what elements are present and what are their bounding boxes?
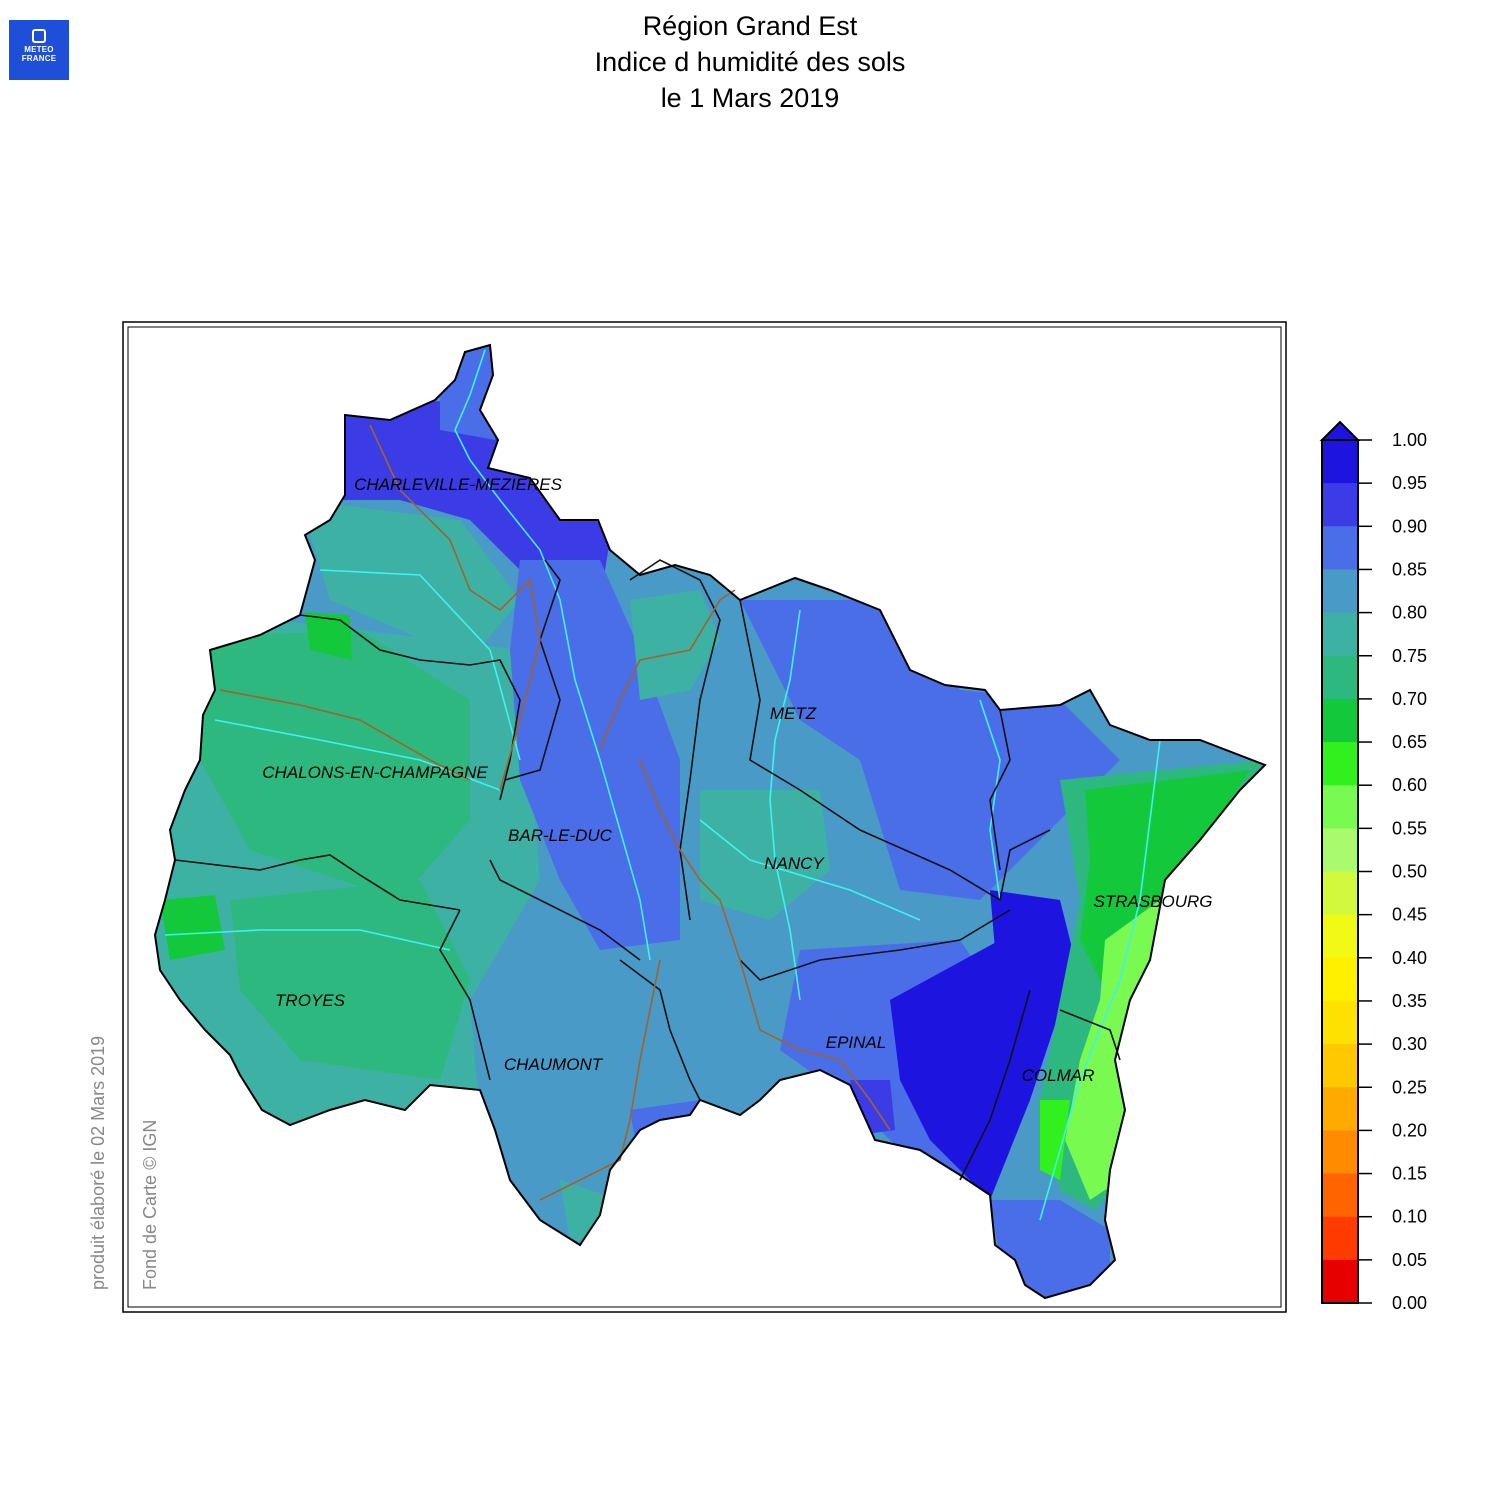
colorbar-segment: [1322, 742, 1358, 786]
city-label-metz: METZ: [770, 704, 817, 723]
colorbar-tick-label: 0.15: [1392, 1164, 1427, 1184]
colorbar-segment: [1322, 1000, 1358, 1045]
department-borders: [174, 559, 1121, 1181]
colorbar-tick-label: 0.65: [1392, 732, 1427, 752]
colorbar-tick-label: 0.45: [1392, 905, 1427, 925]
colorbar-tick-label: 0.30: [1392, 1034, 1427, 1054]
colorbar-tick-label: 0.50: [1392, 862, 1427, 882]
city-label-chaumont: CHAUMONT: [504, 1055, 604, 1074]
colorbar-tick-label: 1.00: [1392, 430, 1427, 450]
colorbar-segment: [1322, 1130, 1358, 1175]
title-date: le 1 Mars 2019: [660, 83, 840, 113]
colorbar-tick-label: 0.70: [1392, 689, 1427, 709]
plot-frame: [122, 321, 1287, 1313]
colorbar-segment: [1322, 914, 1358, 959]
logo-text-line1: METEO: [24, 45, 54, 54]
colorbar-tick-label: 0.05: [1392, 1250, 1427, 1270]
colorbar-tick-label: 0.00: [1392, 1293, 1427, 1313]
colorbar-segment: [1322, 1044, 1358, 1088]
colorbar-segment: [1322, 1216, 1358, 1261]
city-label-bar-le-duc: BAR-LE-DUC: [508, 826, 613, 845]
city-label-troyes: TROYES: [275, 991, 346, 1010]
colorbar-tick-label: 0.85: [1392, 559, 1427, 579]
region-outline: [153, 343, 1267, 1300]
colorbar-segment: [1322, 526, 1358, 570]
title-variable: Indice d humidité des sols: [594, 47, 906, 77]
city-label-charleville-mezieres: CHARLEVILLE-MEZIERES: [354, 475, 562, 494]
basemap-credit: Fond de Carte © IGN: [140, 1119, 160, 1290]
former-region-borders: [219, 424, 891, 1201]
logo-icon: [32, 29, 46, 43]
colorbar-segment: [1322, 698, 1358, 743]
colorbar-segment: [1322, 1173, 1358, 1218]
rivers: [164, 349, 1161, 1221]
colorbar-segment: [1322, 569, 1358, 614]
colorbar-segment: [1322, 1087, 1358, 1131]
colorbar-segment: [1322, 828, 1358, 872]
city-label-nancy: NANCY: [764, 854, 825, 873]
colorbar-segment: [1322, 957, 1358, 1002]
colorbar-segment: [1322, 612, 1358, 657]
city-label-colmar: COLMAR: [1022, 1066, 1095, 1085]
colorbar-tick-label: 0.60: [1392, 775, 1427, 795]
title-region: Région Grand Est: [642, 11, 858, 41]
plot-frame-inner: [127, 326, 1282, 1308]
colorbar-segment: [1322, 1259, 1358, 1304]
colorbar-tick-label: 0.20: [1392, 1120, 1427, 1140]
logo-text-line2: FRANCE: [21, 54, 57, 63]
colorbar-tick-label: 0.10: [1392, 1207, 1427, 1227]
city-label-epinal: EPINAL: [826, 1033, 886, 1052]
colorbar-tick-label: 0.40: [1392, 948, 1427, 968]
soil-moisture-field: [155, 345, 1265, 1298]
colorbar-segment: [1322, 871, 1358, 916]
map-title: Région Grand Est Indice d humidité des s…: [0, 8, 1500, 116]
colorbar-tick-label: 0.25: [1392, 1077, 1427, 1097]
colorbar-segment: [1322, 483, 1358, 527]
colorbar-tick-label: 0.55: [1392, 818, 1427, 838]
meteo-france-logo: METEO FRANCE: [9, 20, 69, 80]
city-label-chalons-en-champagne: CHALONS-EN-CHAMPAGNE: [262, 763, 488, 782]
colorbar-overflow-arrow: [1319, 420, 1361, 441]
colorbar-segment: [1322, 440, 1358, 484]
city-label-strasbourg: STRASBOURG: [1093, 892, 1212, 911]
colorbar-tick-label: 0.95: [1392, 473, 1427, 493]
colorbar-segment: [1322, 785, 1358, 829]
production-date-note: produit élaboré le 02 Mars 2019: [88, 1035, 108, 1290]
colorbar-tick-label: 0.90: [1392, 516, 1427, 536]
colorbar-legend: 1.00 0.95 0.90 0.85 0.80 0.75 0.70 0.65 0.60 0.55…: [1319, 420, 1427, 1313]
colorbar-segment: [1322, 655, 1358, 700]
colorbar-tick-label: 0.75: [1392, 646, 1427, 666]
colorbar-tick-label: 0.35: [1392, 991, 1427, 1011]
colorbar-tick-label: 0.80: [1392, 603, 1427, 623]
